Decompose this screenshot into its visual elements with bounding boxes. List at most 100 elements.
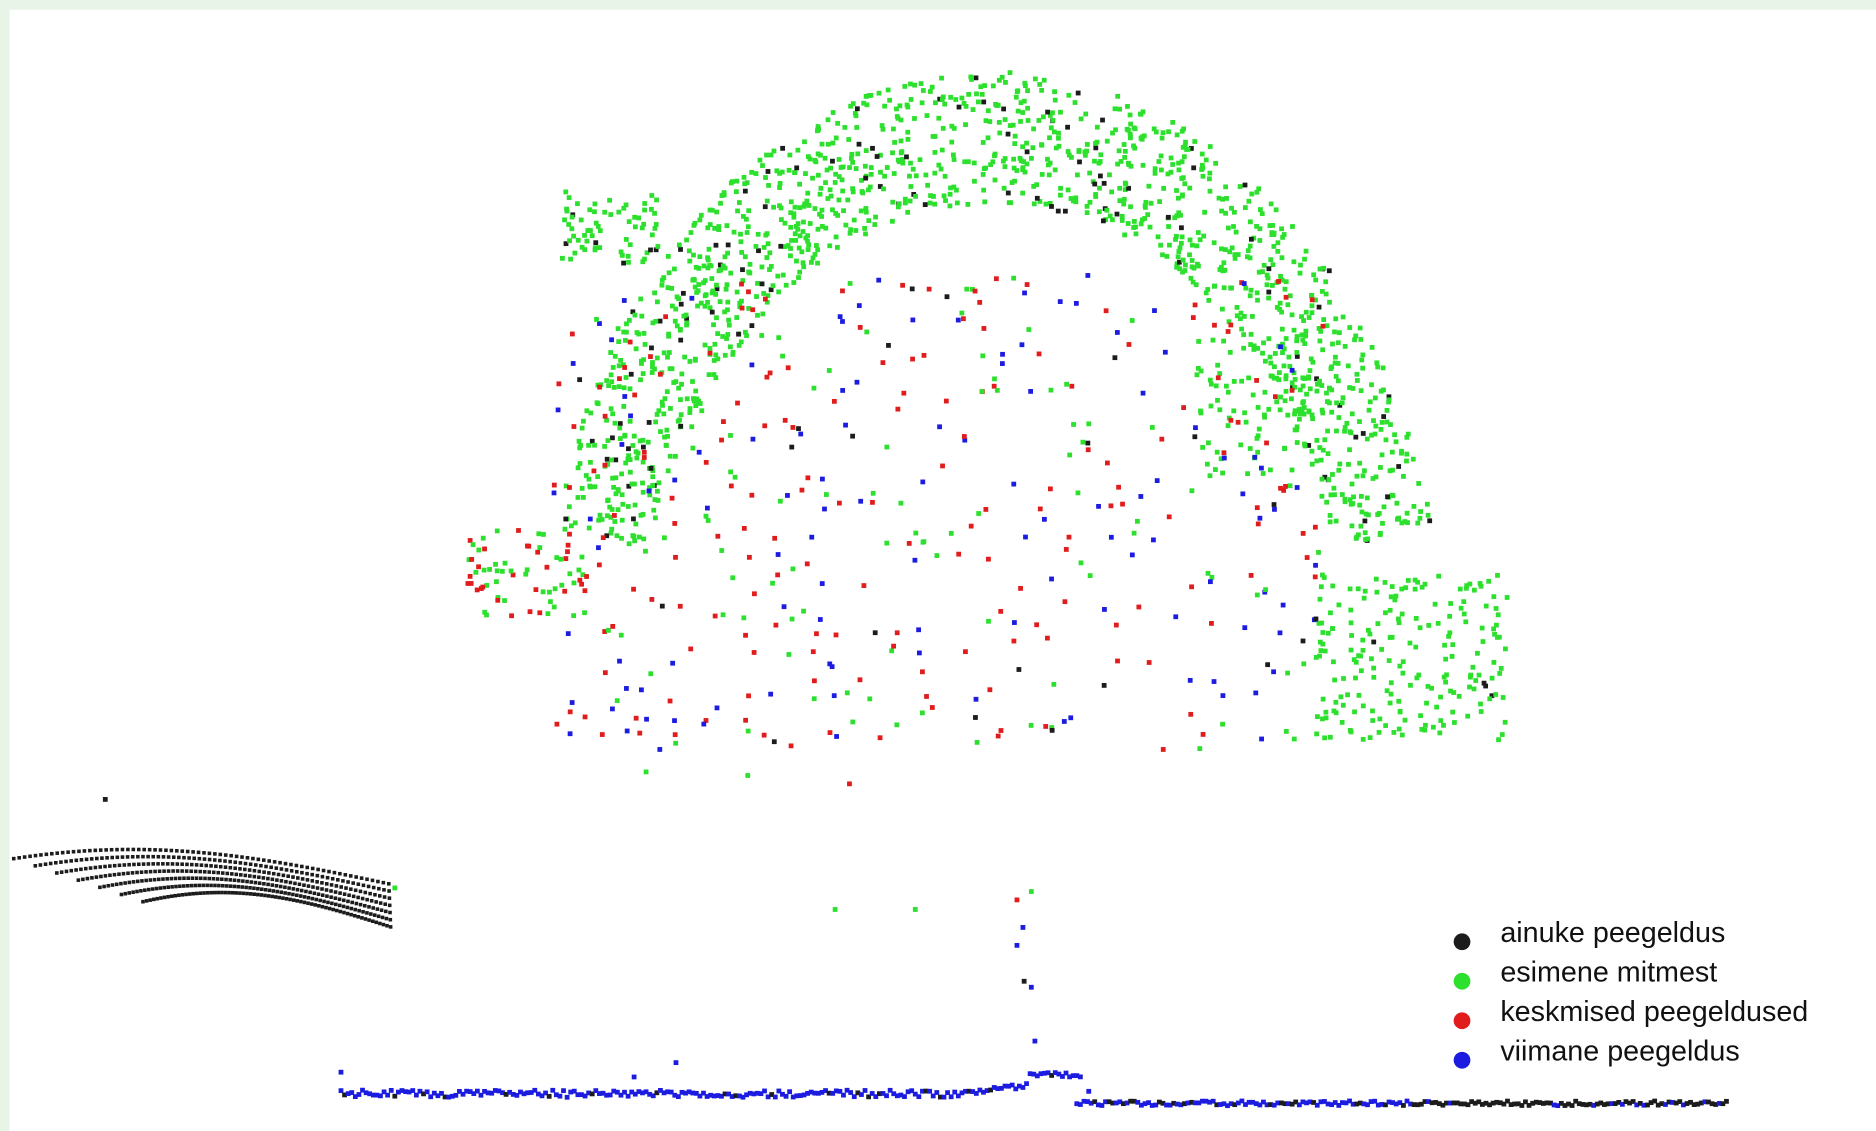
point [1273, 394, 1278, 399]
point [1165, 254, 1170, 259]
point [103, 865, 107, 869]
point [669, 286, 674, 291]
point [790, 617, 795, 622]
point [673, 741, 678, 746]
point [741, 615, 746, 620]
point [235, 873, 239, 877]
point [1383, 610, 1388, 615]
point [1414, 676, 1419, 681]
point [474, 570, 479, 575]
point [1249, 237, 1254, 242]
point [1388, 701, 1393, 706]
point [1204, 158, 1209, 163]
point [778, 499, 783, 504]
point [111, 883, 115, 887]
point [392, 886, 397, 891]
point [77, 850, 81, 854]
point [135, 871, 139, 875]
point [1392, 597, 1397, 602]
point [689, 296, 694, 301]
point [1205, 462, 1210, 467]
point [295, 870, 299, 874]
point [982, 199, 987, 204]
point [266, 883, 270, 887]
point [1309, 293, 1314, 298]
point [1221, 260, 1226, 265]
point [277, 873, 281, 877]
point [219, 853, 223, 857]
point [708, 351, 713, 356]
legend-label: keskmised peegeldused [1500, 996, 1808, 1028]
point [161, 877, 165, 881]
point [656, 498, 661, 503]
point [1385, 408, 1390, 413]
point [1423, 723, 1428, 728]
point [1328, 519, 1333, 524]
point [1246, 375, 1251, 380]
point [387, 882, 391, 886]
point [1207, 176, 1212, 181]
point [1047, 135, 1052, 140]
point [262, 858, 266, 862]
point [534, 587, 539, 592]
point [1284, 336, 1289, 341]
point [1117, 186, 1122, 191]
point [603, 463, 608, 468]
point [982, 326, 987, 331]
point [568, 731, 573, 736]
point [1359, 494, 1364, 499]
point [1222, 450, 1227, 455]
point [172, 855, 176, 859]
point [571, 361, 576, 366]
point [1208, 378, 1213, 383]
point [254, 881, 258, 885]
point [1221, 339, 1226, 344]
point [618, 358, 623, 363]
point [775, 274, 780, 279]
point [95, 875, 99, 879]
point [225, 884, 229, 888]
point [904, 154, 909, 159]
point [920, 710, 925, 715]
point [568, 257, 573, 262]
point [993, 178, 998, 183]
point [1076, 490, 1081, 495]
point [758, 158, 763, 163]
point [1079, 560, 1084, 565]
point [1496, 612, 1501, 617]
point [1337, 462, 1342, 467]
point [1114, 623, 1119, 628]
point [1169, 156, 1174, 161]
point [1381, 365, 1386, 370]
point [1373, 424, 1378, 429]
point [1191, 315, 1196, 320]
point [206, 891, 210, 895]
point [1049, 204, 1054, 209]
point [342, 911, 346, 915]
point [244, 874, 248, 878]
point [728, 344, 733, 349]
point [953, 97, 958, 102]
point [1360, 638, 1365, 643]
point [1263, 390, 1268, 395]
point [1266, 266, 1271, 271]
point [1063, 209, 1068, 214]
point [263, 894, 267, 898]
point [657, 480, 662, 485]
point [835, 213, 840, 218]
point [650, 474, 655, 479]
point [598, 513, 603, 518]
point [708, 305, 713, 310]
point [155, 887, 159, 891]
point [306, 901, 310, 905]
point [815, 128, 820, 133]
point [890, 200, 895, 205]
point [986, 619, 991, 624]
point [1212, 323, 1217, 328]
point [1461, 599, 1466, 604]
point [1043, 724, 1048, 729]
point [156, 897, 160, 901]
point [1248, 244, 1253, 249]
point [1178, 246, 1183, 251]
point [763, 233, 768, 238]
